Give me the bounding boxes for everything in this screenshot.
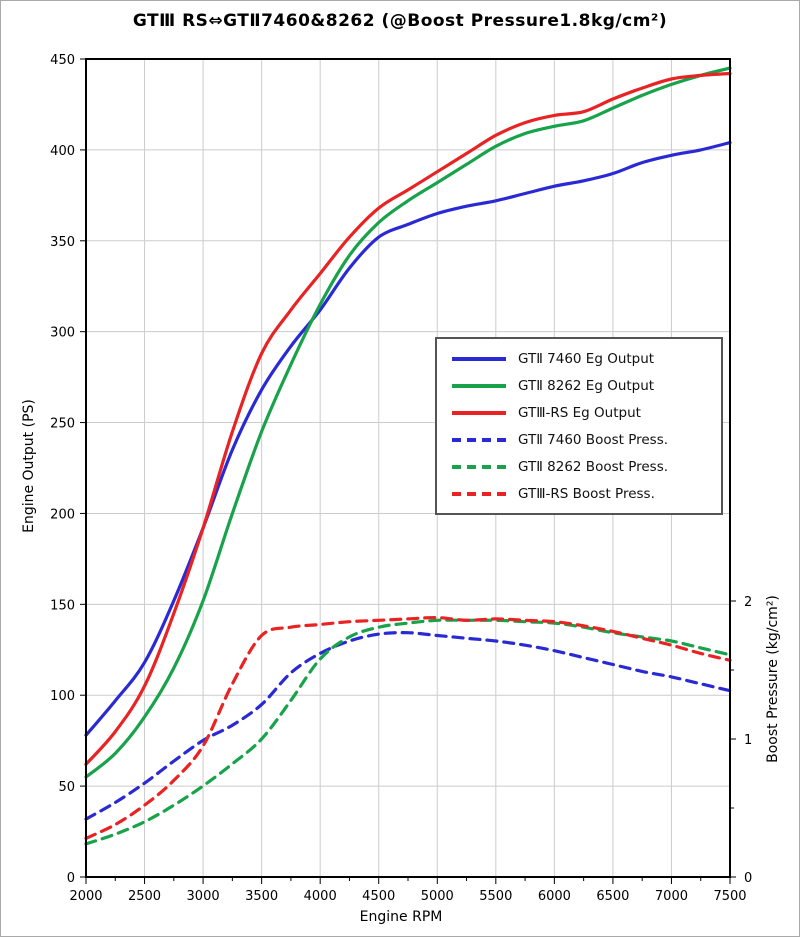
- curve-gt-7460-boost-press-: [84, 631, 732, 821]
- y-right-tick-label: 1: [744, 733, 752, 748]
- legend-item-7460-boost: GTⅡ 7460 Boost Press.: [451, 428, 721, 452]
- x-tick-label: 6500: [596, 889, 629, 904]
- x-tick-label: 5000: [421, 889, 454, 904]
- y-right-tick-label: 0: [744, 871, 752, 886]
- x-tick-label: 4500: [362, 889, 395, 904]
- line-sample-red-dashed: [452, 491, 506, 496]
- line-sample-green-solid: [452, 383, 506, 388]
- x-tick-label: 2000: [69, 889, 102, 904]
- legend-item-8262-output: GTⅡ 8262 Eg Output: [451, 374, 721, 398]
- legend-label: GTⅡ 8262 Eg Output: [518, 377, 655, 394]
- curve-gt-rs-boost-press-: [84, 615, 732, 840]
- y-right-tick-label: 2: [744, 595, 752, 610]
- legend-label: GTⅡ 7460 Boost Press.: [518, 431, 669, 448]
- y-left-tick-label: 100: [50, 689, 75, 704]
- x-tick-label: 5500: [479, 889, 512, 904]
- y-left-tick-label: 300: [50, 326, 75, 341]
- legend-label: GTⅢ-RS Boost Press.: [518, 485, 655, 502]
- y-left-tick-label: 350: [50, 235, 75, 250]
- y-left-tick-label: 400: [50, 144, 75, 159]
- legend-label: GTⅡ 7460 Eg Output: [518, 350, 655, 367]
- legend-item-8262-boost: GTⅡ 8262 Boost Press.: [451, 455, 721, 479]
- line-sample-blue-dashed: [452, 437, 506, 442]
- x-tick-label: 7000: [655, 889, 688, 904]
- y-left-tick-label: 450: [50, 53, 75, 68]
- legend-label: GTⅢ-RS Eg Output: [518, 404, 641, 421]
- y-left-tick-label: 200: [50, 507, 75, 522]
- curve-gt-7460-eg-output: [84, 141, 732, 737]
- x-tick-label: 2500: [128, 889, 161, 904]
- x-tick-label: 3500: [245, 889, 278, 904]
- curve-gt-8262-eg-output: [84, 66, 732, 779]
- x-tick-label: 6000: [538, 889, 571, 904]
- legend-item-rs-boost: GTⅢ-RS Boost Press.: [451, 482, 721, 506]
- y-left-tick-label: 50: [58, 780, 75, 795]
- legend-item-7460-output: GTⅡ 7460 Eg Output: [451, 347, 721, 371]
- y-left-tick-label: 150: [50, 598, 75, 613]
- x-axis-title: Engine RPM: [359, 909, 443, 925]
- x-tick-label: 7500: [713, 889, 746, 904]
- x-tick-label: 3000: [187, 889, 220, 904]
- y-left-tick-label: 0: [67, 871, 75, 886]
- chart-title: GTⅢ RS⇔GTⅡ7460&8262 (@Boost Pressure1.8k…: [132, 11, 668, 31]
- line-sample-green-dashed: [452, 464, 506, 469]
- y-axis-right-title: Boost Pressure (kg/cm²): [765, 595, 781, 763]
- curve-gt-8262-boost-press-: [84, 618, 732, 846]
- y-left-tick-label: 250: [50, 417, 75, 432]
- line-sample-blue-solid: [452, 356, 506, 361]
- plot-border: [85, 58, 731, 878]
- legend-label: GTⅡ 8262 Boost Press.: [518, 458, 669, 475]
- line-sample-red-solid: [452, 410, 506, 415]
- legend-item-rs-output: GTⅢ-RS Eg Output: [451, 401, 721, 425]
- legend-box: GTⅡ 7460 Eg Output GTⅡ 8262 Eg Output GT…: [435, 337, 723, 515]
- y-axis-left-title: Engine Output (PS): [21, 399, 37, 533]
- curve-gt-rs-eg-output: [84, 71, 732, 766]
- x-tick-label: 4000: [304, 889, 337, 904]
